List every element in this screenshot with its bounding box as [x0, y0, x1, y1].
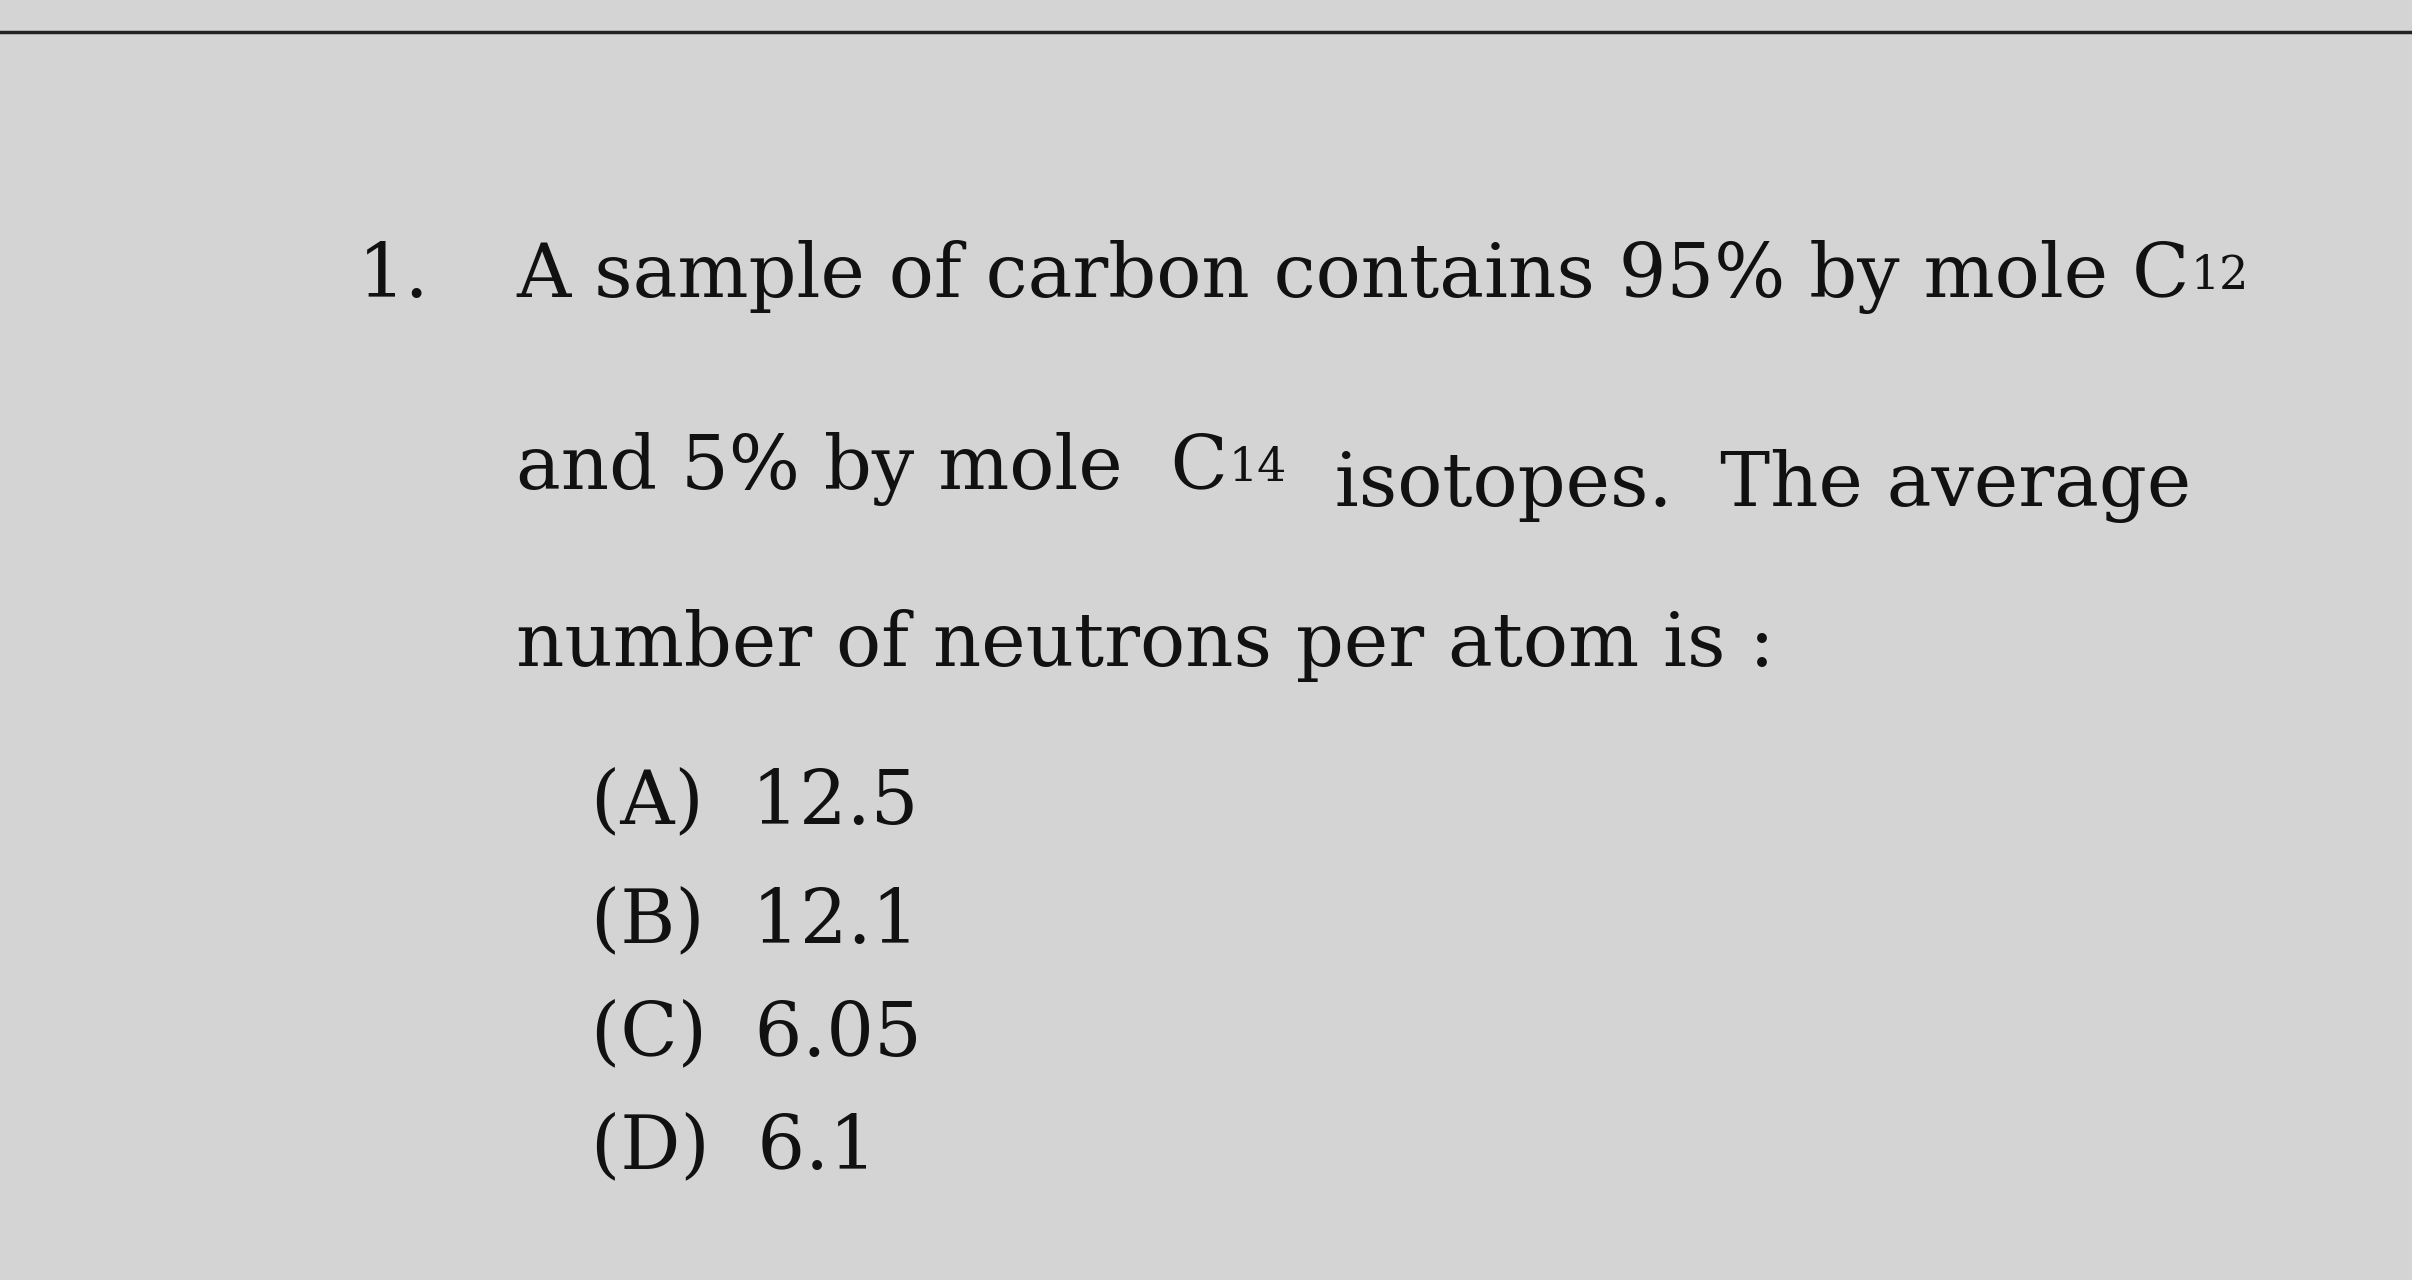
Text: isotopes.  The average: isotopes. The average — [1286, 449, 2190, 522]
Text: and 5% by mole  C: and 5% by mole C — [516, 431, 1228, 506]
Text: A sample of carbon contains 95% by mole C: A sample of carbon contains 95% by mole … — [516, 239, 2190, 314]
Text: (B)  12.1: (B) 12.1 — [591, 884, 919, 957]
Text: 1.: 1. — [357, 239, 429, 312]
Text: 14: 14 — [1228, 445, 1286, 490]
Text: number of neutrons per atom is :: number of neutrons per atom is : — [516, 609, 1775, 682]
Text: (A)  12.5: (A) 12.5 — [591, 767, 919, 840]
Text: (C)  6.05: (C) 6.05 — [591, 998, 921, 1071]
Text: 12: 12 — [2190, 253, 2248, 298]
Text: (D)  6.1: (D) 6.1 — [591, 1112, 878, 1185]
